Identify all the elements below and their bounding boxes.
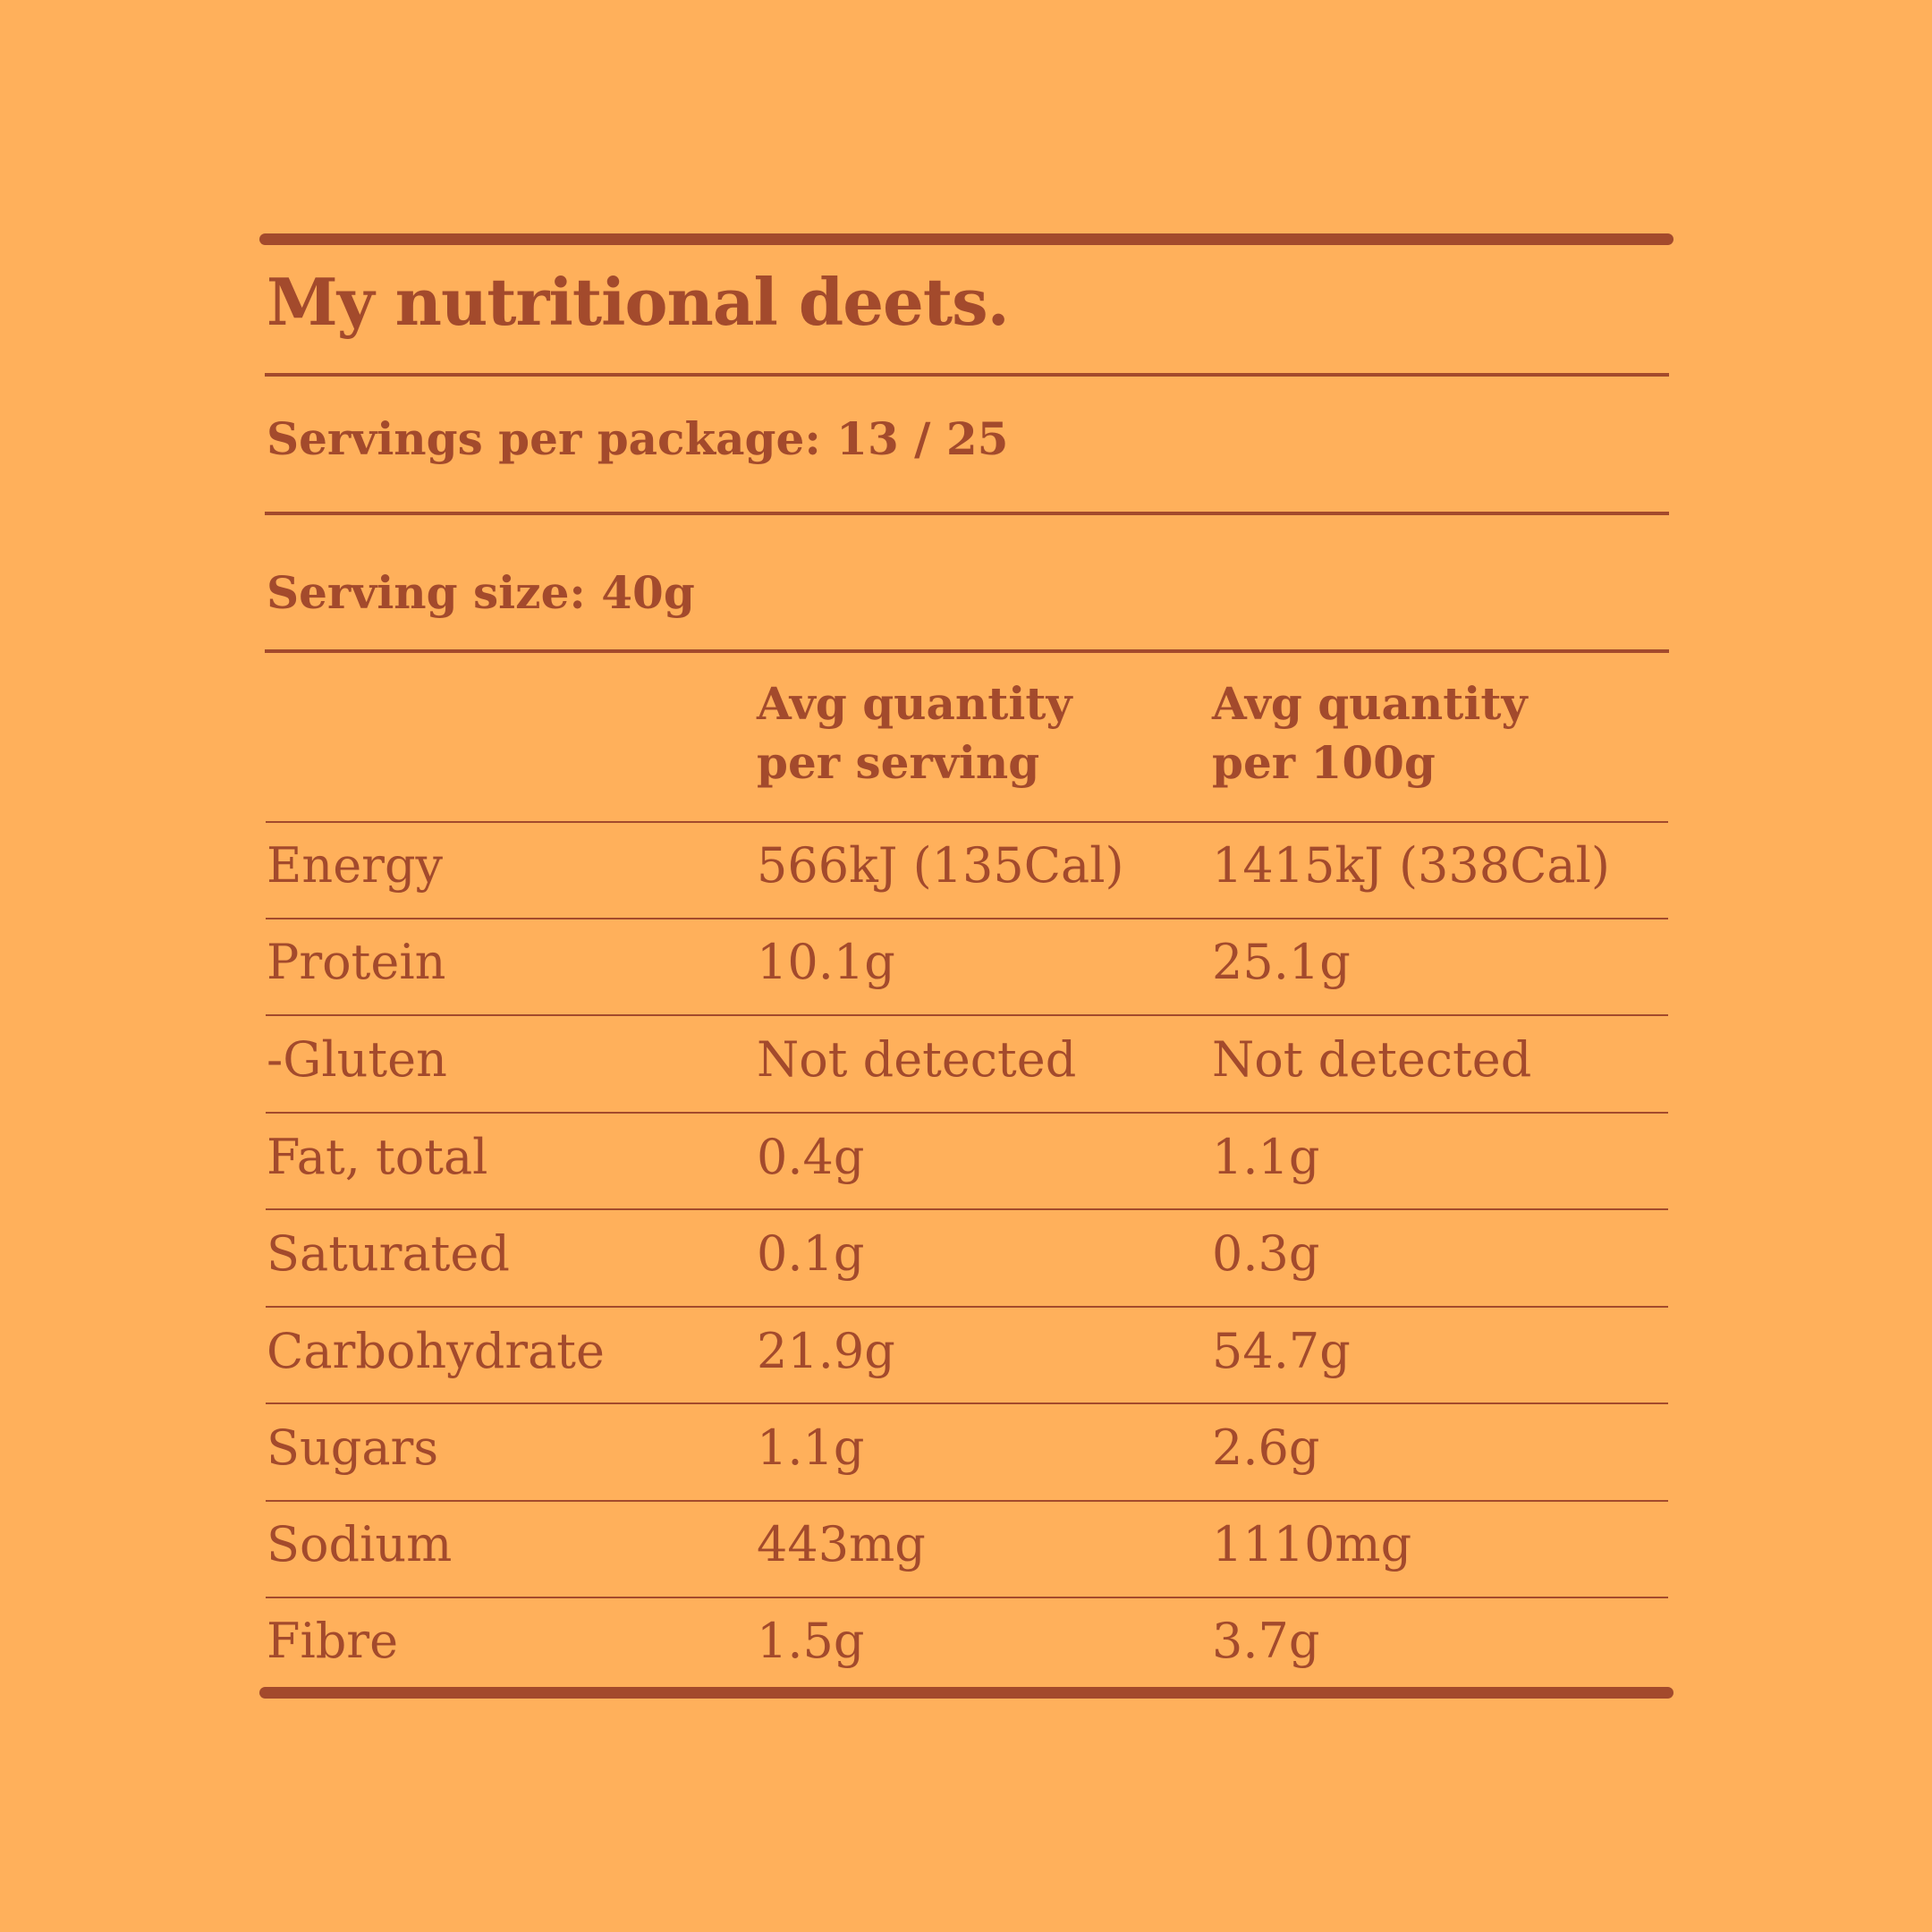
nutrient-name: Sugars [267, 1419, 439, 1476]
per-serving-value: 21.9g [757, 1323, 895, 1379]
nutrient-name: Fibre [267, 1613, 399, 1669]
per-serving-value: 0.4g [757, 1129, 865, 1185]
row-divider [266, 1112, 1668, 1114]
nutrient-name: Energy [267, 837, 444, 894]
per-100g-value: Not detected [1212, 1031, 1532, 1088]
per-serving-value: Not detected [757, 1031, 1077, 1088]
column-header-per-serving: Avg quantity per serving [757, 677, 1072, 789]
nutrient-name: Saturated [267, 1225, 510, 1282]
per-serving-value: 10.1g [757, 934, 895, 990]
per-serving-value: 0.1g [757, 1225, 865, 1282]
per-serving-value: 443mg [757, 1516, 926, 1572]
divider [265, 512, 1669, 515]
column-header-per-100g: Avg quantity per 100g [1212, 677, 1528, 789]
row-divider [266, 1014, 1668, 1016]
per-100g-value: 2.6g [1212, 1419, 1320, 1476]
row-divider [266, 1500, 1668, 1502]
servings-per-package: Servings per package: 13 / 25 [267, 412, 1009, 465]
top-rule [259, 233, 1674, 245]
per-serving-value: 1.1g [757, 1419, 865, 1476]
per-100g-value: 25.1g [1212, 934, 1351, 990]
per-100g-value: 1415kJ (338Cal) [1212, 837, 1610, 894]
nutrient-name: Protein [267, 934, 446, 990]
nutrient-name: Fat, total [267, 1129, 488, 1185]
row-divider [266, 1597, 1668, 1598]
divider [265, 649, 1669, 653]
nutrient-name: Carbohydrate [267, 1323, 605, 1379]
nutrient-name: Sodium [267, 1516, 453, 1572]
row-divider [266, 918, 1668, 919]
panel-title: My nutritional deets. [267, 264, 1010, 340]
row-divider [266, 1306, 1668, 1308]
per-100g-value: 54.7g [1212, 1323, 1351, 1379]
bottom-rule [259, 1687, 1674, 1699]
per-100g-value: 3.7g [1212, 1613, 1320, 1669]
row-divider [266, 1402, 1668, 1404]
per-serving-value: 566kJ (135Cal) [757, 837, 1124, 894]
nutrient-name: -Gluten [267, 1031, 447, 1088]
divider [265, 373, 1669, 377]
per-100g-value: 0.3g [1212, 1225, 1320, 1282]
per-serving-value: 1.5g [757, 1613, 865, 1669]
serving-size: Serving size: 40g [267, 566, 695, 619]
row-divider [266, 1208, 1668, 1210]
row-divider [266, 821, 1668, 823]
per-100g-value: 1110mg [1212, 1516, 1412, 1572]
per-100g-value: 1.1g [1212, 1129, 1320, 1185]
